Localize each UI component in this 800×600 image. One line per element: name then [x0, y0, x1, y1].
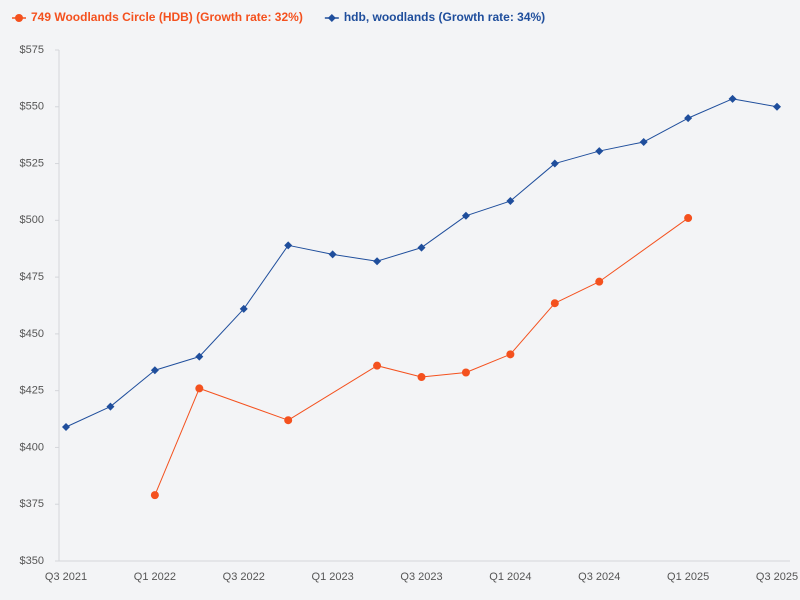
point [327, 14, 336, 22]
point [728, 94, 737, 103]
x-tick-label: Q3 2022 [223, 571, 265, 583]
line-segment [154, 388, 200, 496]
x-tick-label: Q1 2022 [134, 571, 176, 583]
point [373, 257, 382, 266]
line-segment [287, 365, 378, 421]
legend-text: hdb, woodlands (Growth rate: 34%) [344, 10, 545, 24]
line-segment [65, 406, 111, 428]
point [595, 147, 604, 156]
point [639, 137, 648, 146]
y-tick-label: $525 [20, 157, 44, 169]
line-segment [598, 217, 689, 283]
line-segment [554, 150, 600, 165]
line-segment [465, 353, 511, 373]
point [506, 197, 515, 206]
point [506, 350, 515, 359]
point [595, 277, 604, 286]
line-segment [421, 372, 466, 378]
y-tick-label: $550 [20, 101, 44, 113]
line-segment [154, 356, 200, 371]
x-tick-label: Q1 2025 [667, 571, 709, 583]
point [106, 402, 115, 411]
point [150, 491, 159, 500]
point [62, 423, 70, 432]
line-segment [288, 244, 333, 255]
point [150, 366, 159, 375]
y-tick-label: $400 [20, 441, 44, 453]
line-segment [732, 98, 778, 108]
point [239, 304, 248, 313]
y-tick-label: $475 [20, 271, 44, 283]
line-segment [110, 369, 156, 407]
x-tick-label: Q1 2024 [489, 571, 531, 583]
line-segment [199, 387, 289, 421]
x-tick-label: Q1 2023 [312, 571, 354, 583]
point [461, 368, 470, 377]
x-tick-label: Q3 2025 [756, 571, 798, 583]
line-segment [554, 281, 600, 304]
x-tick-label: Q3 2023 [400, 571, 442, 583]
line-segment [599, 141, 644, 152]
line-segment [687, 98, 733, 119]
point [195, 384, 204, 393]
point [195, 352, 204, 361]
point [684, 214, 693, 223]
line-segment [198, 308, 245, 357]
point [417, 243, 426, 252]
line-segment [509, 302, 556, 355]
point [328, 250, 337, 259]
point [550, 299, 559, 308]
y-tick-label: $375 [20, 498, 44, 510]
y-tick-label: $450 [20, 328, 44, 340]
y-tick-label: $575 [20, 44, 44, 56]
point [373, 361, 382, 370]
point [15, 14, 23, 22]
line-segment [332, 253, 378, 262]
line-segment [243, 245, 289, 310]
line-segment [510, 163, 556, 202]
y-tick-label: $425 [20, 385, 44, 397]
line-segment [421, 215, 467, 248]
point [284, 241, 293, 250]
point [284, 416, 293, 425]
legend-text: 749 Woodlands Circle (HDB) (Growth rate:… [31, 10, 303, 24]
line-segment [643, 117, 689, 143]
line-segment [376, 247, 422, 262]
point [773, 102, 781, 111]
point [461, 211, 470, 220]
point [417, 373, 426, 382]
line-segment [465, 200, 511, 217]
point [550, 159, 559, 168]
y-tick-label: $350 [20, 555, 44, 567]
y-tick-label: $500 [20, 214, 44, 226]
line-segment [376, 365, 422, 378]
x-tick-label: Q3 2021 [45, 571, 87, 583]
point [684, 114, 693, 123]
x-tick-label: Q3 2024 [578, 571, 620, 583]
